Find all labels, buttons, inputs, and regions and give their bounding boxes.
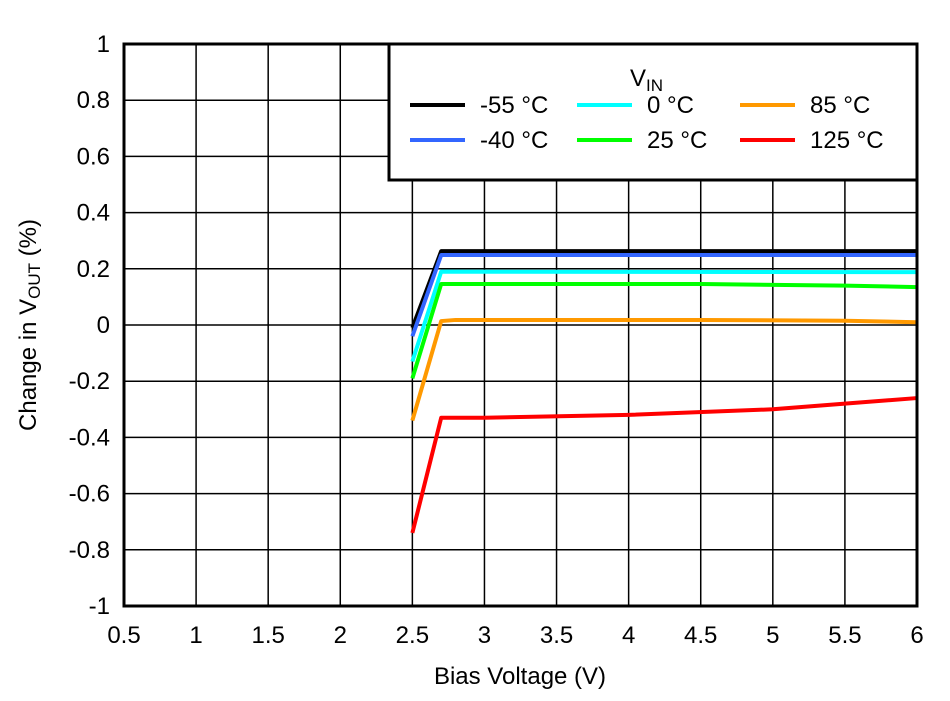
y-tick-label: -0.2 <box>69 368 110 395</box>
legend-label: 25 °C <box>647 127 707 154</box>
legend: VIN -55 °C -40 °C 0 °C 25 °C 85 °C 125 °C <box>387 42 919 182</box>
series-lines <box>410 249 918 534</box>
series-line-4 <box>410 317 918 422</box>
x-tick-label: 4.5 <box>684 622 717 649</box>
y-tick-label: -0.6 <box>69 481 110 508</box>
x-tick-label: 6 <box>910 622 923 649</box>
y-tick-label: 0.8 <box>77 87 110 114</box>
legend-label: 85 °C <box>810 92 870 119</box>
y-tick-label: 1 <box>97 31 110 58</box>
series-line-3 <box>410 281 918 379</box>
legend-label: 0 °C <box>647 92 694 119</box>
legend-label: -40 °C <box>480 127 548 154</box>
x-tick-label: 1.5 <box>251 622 284 649</box>
series-line-1 <box>410 253 917 337</box>
x-tick-label: 3.5 <box>540 622 573 649</box>
y-tick-label: 0 <box>97 312 110 339</box>
legend-box <box>387 42 919 182</box>
x-tick-label: 3 <box>478 622 491 649</box>
y-tick-label: 0.2 <box>77 256 110 283</box>
series-line-0 <box>410 249 917 329</box>
y-tick-labels: 1 0.8 0.6 0.4 0.2 0 -0.2 -0.4 -0.6 -0.8 -1 <box>69 31 110 620</box>
x-tick-label: 2.5 <box>396 622 429 649</box>
legend-label: 125 °C <box>810 127 884 154</box>
x-tick-label: 4 <box>622 622 635 649</box>
x-tick-labels: 0.5 1 1.5 2 2.5 3 3.5 4 4.5 5 5.5 6 <box>107 622 923 649</box>
series-line-2 <box>410 269 918 363</box>
x-axis-label: Bias Voltage (V) <box>434 663 606 690</box>
x-tick-label: 1 <box>189 622 202 649</box>
legend-label: -55 °C <box>480 92 548 119</box>
y-tick-label: 0.4 <box>77 200 110 227</box>
y-tick-label: -1 <box>89 593 110 620</box>
y-axis-label: Change in VOUT (%) <box>15 219 44 431</box>
y-tick-label: -0.8 <box>69 537 110 564</box>
x-tick-label: 5 <box>766 622 779 649</box>
x-tick-label: 0.5 <box>107 622 140 649</box>
x-tick-label: 5.5 <box>828 622 861 649</box>
legend-title: VIN <box>630 65 663 95</box>
y-tick-label: 0.6 <box>77 143 110 170</box>
x-tick-label: 2 <box>334 622 347 649</box>
series-line-5 <box>410 396 918 534</box>
y-tick-label: -0.4 <box>69 424 110 451</box>
